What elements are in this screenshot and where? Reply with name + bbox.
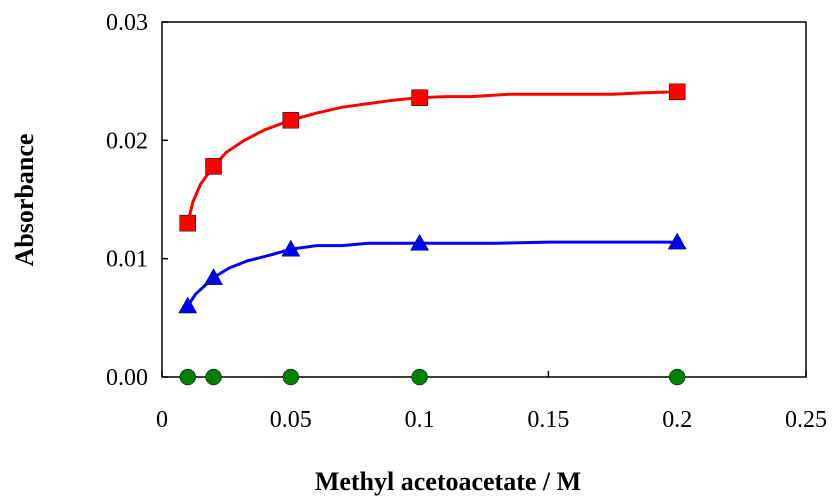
data-point-circle [205,368,222,386]
y-axis-title: Absorbance [10,134,39,267]
data-point-square [205,158,222,175]
data-point-circle [282,368,300,386]
data-point-square [411,89,428,106]
series-square [179,83,686,232]
plot-area-border [161,21,807,378]
data-point-square [179,214,197,232]
data-point-triangle [204,268,223,285]
data-point-circle [668,368,686,386]
data-point-triangle [667,232,687,250]
data-point-square [668,83,686,101]
series-line-square [186,90,679,225]
y-tick-label: 0.03 [106,10,148,36]
y-tick-label: 0.02 [106,128,148,154]
x-tick-label: 0.05 [270,407,312,433]
ticks-layer: 0.00 0.01 0.02 0.03 0 0.05 0.1 0.15 0.2 0.25 [106,10,827,433]
series-circle [179,368,686,386]
y-tick-label: 0.00 [106,365,148,391]
x-tick-label: 0.25 [785,407,827,433]
data-point-circle [179,368,197,386]
series-triangle [178,232,687,314]
plot-frame-layer [161,21,807,378]
x-tick-label: 0.15 [527,407,569,433]
data-point-triangle [281,239,301,257]
x-tick-label: 0.2 [662,407,692,433]
x-tick-label: 0.1 [405,407,435,433]
y-tick-label: 0.01 [106,247,148,273]
data-point-circle [411,368,428,386]
data-point-square [282,111,300,129]
series-layer [178,83,687,386]
data-point-triangle [178,296,198,314]
x-tick-label: 0 [156,407,168,433]
x-axis-title: Methyl acetoacetate / M [315,467,581,496]
data-point-triangle [410,233,430,251]
series-line-triangle [186,240,679,308]
